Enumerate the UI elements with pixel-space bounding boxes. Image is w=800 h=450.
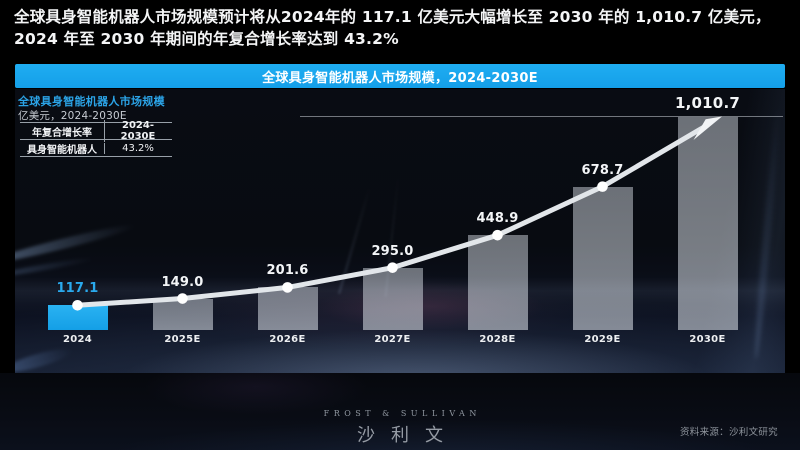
bar-2025E xyxy=(152,298,213,330)
bar-chart-plot: 117.1 2024 149.0 2025E 201.6 2026E 295.0 2027E 4… xyxy=(15,89,785,373)
value-label-2024: 117.1 xyxy=(56,281,99,297)
bar-2024 xyxy=(47,305,108,330)
cagr-table-header-metric: 年复合增长率 xyxy=(32,127,92,139)
value-label-2030E: 1,010.7 xyxy=(675,93,740,112)
headline-line1: 全球具身智能机器人市场规模预计将从2024年的 117.1 亿美元大幅增长至 2… xyxy=(14,8,771,26)
value-label-2029E: 678.7 xyxy=(581,162,624,178)
frost-sullivan-logo: FROST & SULLIVAN 沙利文 xyxy=(0,409,800,447)
headline: 全球具身智能机器人市场规模预计将从2024年的 117.1 亿美元大幅增长至 2… xyxy=(14,6,794,50)
footer-background xyxy=(0,373,800,450)
frost-sullivan-logo-cn: 沙利文 xyxy=(357,425,459,446)
year-label-2030E: 2030E xyxy=(689,334,726,345)
trend-line-arrow xyxy=(72,116,783,311)
chart-title: 全球具身智能机器人市场规模 xyxy=(18,95,165,108)
value-label-2026E: 201.6 xyxy=(266,263,309,279)
value-label-2028E: 448.9 xyxy=(476,211,519,227)
value-label-2027E: 295.0 xyxy=(371,243,414,259)
year-label-2025E: 2025E xyxy=(164,334,201,345)
chart-banner: 全球具身智能机器人市场规模，2024-2030E xyxy=(15,64,785,88)
bar-2030E xyxy=(677,116,738,330)
bar-2026E xyxy=(257,287,318,330)
year-label-2028E: 2028E xyxy=(479,334,516,345)
chart-banner-title: 全球具身智能机器人市场规模，2024-2030E xyxy=(262,70,538,86)
chart-subtitle: 亿美元，2024-2030E xyxy=(18,109,127,122)
bar-2029E xyxy=(572,186,633,330)
chart-panel: 全球具身智能机器人市场规模 亿美元，2024-2030E 年复合增长率 2024… xyxy=(15,89,785,373)
bar-2027E xyxy=(362,267,423,330)
value-label-2025E: 149.0 xyxy=(161,274,204,290)
year-label-2026E: 2026E xyxy=(269,334,306,345)
frost-sullivan-logo-en: FROST & SULLIVAN xyxy=(323,409,481,418)
cagr-table-row-label: 具身智能机器人 xyxy=(27,144,97,156)
source-note: 资料来源：沙利文研究 xyxy=(679,427,778,438)
bar-2028E xyxy=(467,235,528,330)
year-label-2029E: 2029E xyxy=(584,334,621,345)
headline-line2: 2024 年至 2030 年期间的年复合增长率达到 43.2% xyxy=(14,30,399,48)
year-label-2024: 2024 xyxy=(62,334,93,345)
year-label-2027E: 2027E xyxy=(374,334,411,345)
